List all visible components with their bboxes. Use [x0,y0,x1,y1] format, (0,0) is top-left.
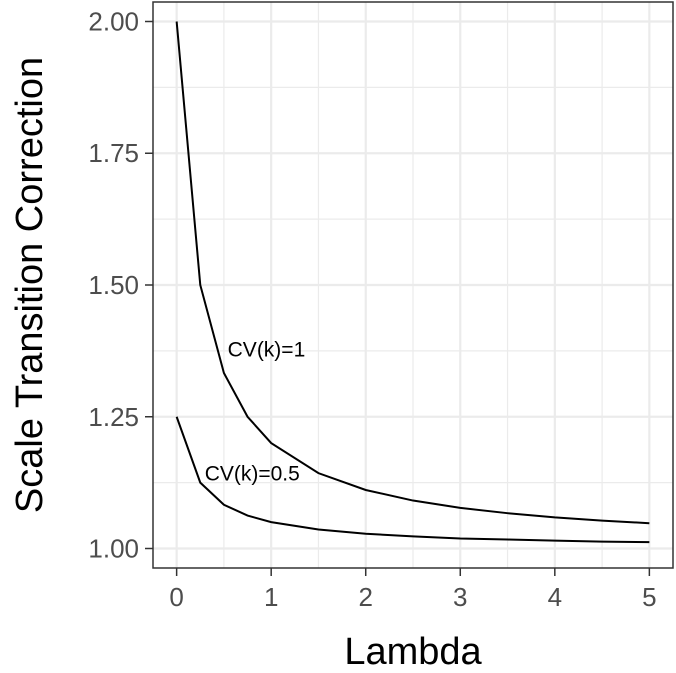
x-tick-label: 1 [264,582,278,612]
y-tick-label: 1.75 [88,138,139,168]
x-tick-label: 3 [453,582,467,612]
x-tick-label: 4 [548,582,562,612]
axis-ticks: 0 1 2 3 4 5 1.00 1.25 1.50 1.75 2.00 [88,6,656,612]
curve-annotation: CV(k)=1 [228,338,306,361]
y-tick-label: 1.50 [88,270,139,300]
y-axis-label: Scale Transition Correction [9,57,51,513]
x-tick-label: 5 [642,582,656,612]
series-line-2 [175,416,650,544]
major-gridlines [153,2,673,568]
y-tick-label: 1.00 [88,534,139,564]
x-tick-label: 2 [358,582,372,612]
x-tick-label: 0 [169,582,183,612]
series-line-1 [175,21,650,525]
series-lines [175,21,650,544]
x-axis-label: Lambda [344,631,482,673]
y-tick-label: 2.00 [88,6,139,36]
annotations: CV(k)=1 CV(k)=0.5 [205,338,306,485]
y-tick-label: 1.25 [88,402,139,432]
curve-annotation: CV(k)=0.5 [205,462,300,485]
